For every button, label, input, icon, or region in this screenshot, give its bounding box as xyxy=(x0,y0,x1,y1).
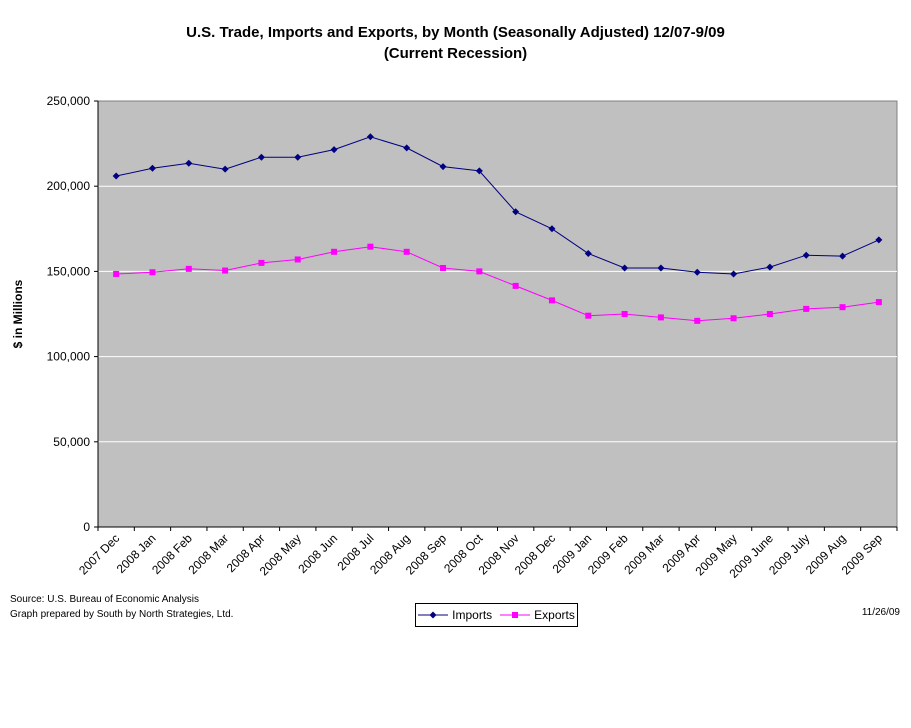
x-tick-label: 2008 Mar xyxy=(185,531,231,577)
legend-label-exports: Exports xyxy=(534,608,575,622)
data-point-exports xyxy=(875,299,882,306)
data-point-exports xyxy=(367,243,374,250)
data-point-imports xyxy=(584,250,592,258)
data-point-imports xyxy=(730,270,738,278)
legend-item-imports: Imports xyxy=(418,608,492,622)
data-point-exports xyxy=(694,317,701,324)
data-point-imports xyxy=(257,153,265,161)
x-tick-label: 2008 Jun xyxy=(295,531,340,576)
data-point-imports xyxy=(294,153,302,161)
data-point-imports xyxy=(875,236,883,244)
data-point-exports xyxy=(585,312,592,319)
data-point-exports xyxy=(476,268,483,275)
legend-marker-imports xyxy=(418,611,449,619)
y-axis-label: $ in Millions xyxy=(11,279,25,348)
series-line-imports xyxy=(116,136,880,275)
x-tick-label: 2009 Sep xyxy=(839,531,885,577)
legend-item-exports: Exports xyxy=(500,608,575,622)
data-point-imports xyxy=(112,172,120,180)
data-point-imports xyxy=(802,251,810,259)
data-point-exports xyxy=(803,305,810,312)
data-point-exports xyxy=(657,314,664,321)
y-tick-label: 200,000 xyxy=(47,179,91,193)
data-point-exports xyxy=(766,311,773,317)
data-point-exports xyxy=(113,270,120,277)
data-point-imports xyxy=(330,146,338,154)
chart-title: U.S. Trade, Imports and Exports, by Mont… xyxy=(186,24,725,41)
data-point-exports xyxy=(331,248,338,255)
data-point-exports xyxy=(839,304,846,311)
data-point-exports xyxy=(548,297,555,304)
x-tick-label: 2009 Mar xyxy=(621,531,667,577)
data-point-imports xyxy=(548,225,556,233)
data-point-imports xyxy=(148,164,156,172)
chart-legend: Imports Exports xyxy=(415,603,578,627)
y-tick-label: 100,000 xyxy=(47,350,91,364)
legend-marker-exports xyxy=(500,612,531,618)
data-point-exports xyxy=(730,315,737,322)
data-point-exports xyxy=(222,267,229,274)
y-tick-label: 250,000 xyxy=(47,94,91,108)
data-point-imports xyxy=(693,268,701,276)
series-line-exports xyxy=(116,246,879,322)
source-note: Source: U.S. Bureau of Economic Analysis xyxy=(10,594,199,605)
data-point-exports xyxy=(149,269,156,276)
y-tick-label: 50,000 xyxy=(53,435,90,449)
data-point-exports xyxy=(512,282,519,289)
x-tick-label: 2007 Dec xyxy=(76,531,122,577)
legend-label-imports: Imports xyxy=(452,608,493,622)
chart-subtitle: (Current Recession) xyxy=(383,45,528,62)
data-point-imports xyxy=(621,264,629,272)
data-point-imports xyxy=(366,133,374,141)
data-point-imports xyxy=(657,264,665,272)
date-note: 11/26/09 xyxy=(861,607,900,618)
x-tick-label: 2008 Sep xyxy=(403,531,449,577)
data-point-imports xyxy=(766,263,774,271)
data-point-exports xyxy=(440,264,447,271)
data-point-exports xyxy=(294,256,301,263)
data-point-exports xyxy=(621,311,628,317)
data-point-imports xyxy=(439,163,447,171)
data-point-imports xyxy=(403,144,411,152)
data-point-imports xyxy=(475,167,483,175)
data-point-exports xyxy=(185,265,192,272)
data-point-imports xyxy=(839,252,847,260)
y-tick-label: 0 xyxy=(83,520,90,534)
data-point-exports xyxy=(403,248,410,255)
data-point-exports xyxy=(258,259,265,266)
data-point-imports xyxy=(221,165,229,173)
plot-area xyxy=(97,100,898,528)
data-point-imports xyxy=(185,159,193,167)
data-point-imports xyxy=(512,208,520,216)
y-tick-label: 150,000 xyxy=(47,264,91,278)
prepared-by-note: Graph prepared by South by North Strateg… xyxy=(10,609,234,620)
